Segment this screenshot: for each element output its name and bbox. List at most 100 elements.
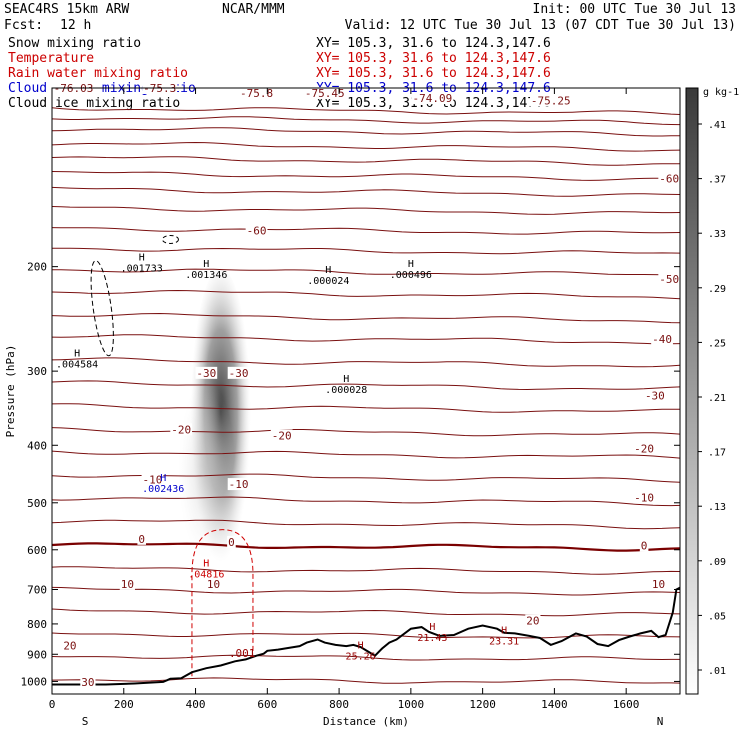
temperature-label: 10 [121, 578, 134, 591]
label-bg [658, 172, 681, 185]
high-value: 25.26 [346, 651, 376, 662]
init-label: Init: 00 UTC Tue 30 Jul 13 [533, 2, 737, 17]
isotherm [52, 156, 680, 166]
colorbar: g kg-1 .01 .05 .09 .13 .17 .21 .25 .29 .33 .37 .41 [685, 87, 739, 695]
label-bg [195, 366, 218, 379]
temperature-label: 20 [63, 640, 76, 653]
label-bg [643, 389, 666, 402]
colorbar-tick-label: .13 [708, 502, 726, 513]
label-bg [411, 92, 454, 105]
temperature-label: -10 [634, 492, 654, 505]
temperature-contours [52, 107, 680, 684]
temperature-label: -10 [229, 478, 249, 491]
colorbar-unit: g kg-1 [703, 87, 739, 98]
high-value: 23.31 [489, 637, 519, 648]
x-tick-label: 1600 [613, 698, 640, 711]
high-value: .04816 [188, 569, 224, 580]
temperature-label: -20 [171, 423, 191, 436]
high-marker: H [429, 622, 435, 633]
isotherm [52, 608, 680, 617]
temperature-label: -20 [634, 442, 654, 455]
isotherm [52, 357, 680, 368]
snow-shade-halo [178, 379, 235, 560]
high-value: .001733 [121, 264, 163, 275]
label-bg [170, 423, 193, 436]
isotherm [52, 247, 680, 255]
temperature-label: -60 [659, 172, 679, 185]
label-bg [303, 87, 346, 100]
label-bg [525, 614, 541, 627]
isotherm [52, 586, 680, 596]
isotherm [52, 141, 680, 152]
label-bg [270, 429, 293, 442]
y-tick-label: 800 [27, 618, 47, 631]
isotherm [52, 268, 680, 276]
temperature-label: 0 [138, 533, 145, 546]
colorbar-tick-label: .41 [708, 120, 726, 131]
colorbar-tick-label: .33 [708, 229, 726, 240]
x-tick-label: 0 [49, 698, 56, 711]
terrain [52, 586, 680, 686]
high-marker: H [501, 626, 507, 637]
rain-water-contour [191, 529, 254, 677]
isotherm [52, 186, 680, 197]
temperature-label: -75.25 [531, 95, 571, 108]
temperature-label: -50 [659, 273, 679, 286]
isotherm [52, 107, 680, 115]
temperature-label: -10 [143, 474, 163, 487]
high-marker: H [358, 640, 364, 651]
temperature-label: -75.8 [240, 87, 273, 100]
center-label: NCAR/MMM [222, 2, 285, 17]
label-bg [137, 532, 147, 545]
y-tick-label: 200 [27, 261, 47, 274]
temperature-label: -40 [652, 333, 672, 346]
temperature-label: 30 [81, 676, 94, 689]
x-tick-label: 1400 [541, 698, 568, 711]
label-bg [80, 675, 96, 688]
maxima-labels: H.001733 H.001346 H.000024H.000496H.004584… [56, 253, 519, 663]
y-tick-label: 400 [27, 439, 47, 452]
high-value: .000028 [325, 385, 367, 396]
colorbar-tick-label: .37 [708, 175, 726, 186]
x-tick-label: 1200 [469, 698, 496, 711]
valid-label: Valid: 12 UTC Tue 30 Jul 13 (07 CDT Tue … [345, 18, 736, 33]
field-name: Snow mixing ratio [8, 36, 141, 51]
colorbar-ramp [685, 87, 699, 695]
label-bg [633, 491, 656, 504]
label-bg [633, 442, 656, 455]
x-tick-label: 1000 [398, 698, 425, 711]
y-tick-label: 700 [27, 584, 47, 597]
colorbar-tick-label: .25 [708, 338, 726, 349]
field-xy: XY= 105.3, 31.6 to 124.3,147.6 [316, 66, 551, 81]
isotherm [52, 289, 680, 300]
label-bg [141, 473, 164, 486]
snow-mixing-ratio-shading [178, 268, 251, 569]
rain-contour-label: .001 [229, 647, 256, 660]
high-marker: H [203, 259, 209, 270]
y-tick-label: 900 [27, 648, 47, 661]
isotherm [52, 171, 680, 181]
x-tick-label: 800 [329, 698, 349, 711]
isotherm [52, 312, 680, 324]
label-bg [227, 366, 250, 379]
isotherm [52, 127, 680, 137]
high-marker: H [408, 259, 414, 270]
high-value: .001346 [185, 270, 227, 281]
model-title: SEAC4RS 15km ARW [4, 2, 129, 17]
y-axis-title: Pressure (hPa) [4, 345, 17, 438]
forecast-value: 12 h [60, 18, 91, 33]
cloud-ice-contour [90, 260, 114, 357]
high-marker: H [139, 253, 145, 264]
isotherm [52, 206, 680, 215]
temperature-label: -30 [645, 390, 665, 403]
temperature-label: 0 [641, 539, 648, 552]
y-tick-label: 1000 [21, 675, 48, 688]
label-bg [658, 273, 681, 286]
colorbar-tick-label: .05 [708, 611, 726, 622]
colorbar-tick-label: .17 [708, 448, 726, 459]
temperature-label: -75.45 [305, 87, 345, 100]
label-bg [119, 577, 135, 590]
x-tick-label: 200 [114, 698, 134, 711]
field-xy: XY= 105.3, 31.6 to 124.3,147.6 [316, 36, 551, 51]
